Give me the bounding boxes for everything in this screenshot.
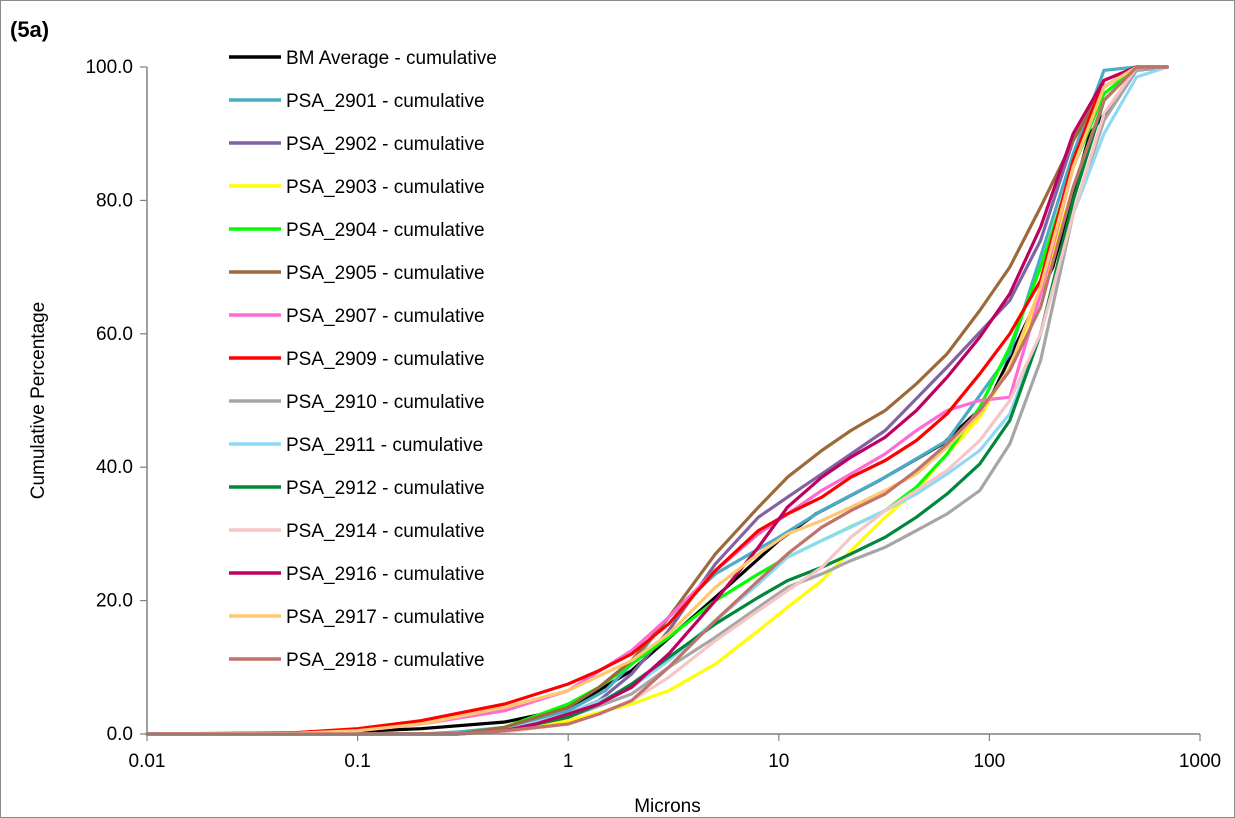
y-axis-title: Cumulative Percentage bbox=[28, 302, 49, 500]
legend-label-14: PSA_2918 - cumulative bbox=[286, 650, 485, 671]
axes-layer bbox=[146, 67, 1200, 735]
series-line-13 bbox=[145, 65, 1169, 736]
y-tick-label: 40.0 bbox=[96, 457, 133, 478]
panel-label: (5a) bbox=[10, 17, 49, 42]
legend-label-4: PSA_2904 - cumulative bbox=[286, 220, 485, 241]
x-tick-label: 10 bbox=[768, 751, 789, 772]
ticks-layer: 0.01 0.1 1 10 100 1000 0.0 20.0 40.0 60.0 80.0 100.… bbox=[85, 57, 1221, 772]
y-tick-label: 60.0 bbox=[96, 324, 133, 345]
series-line-12 bbox=[145, 65, 1169, 736]
legend-label-6: PSA_2907 - cumulative bbox=[286, 306, 485, 327]
y-tick-label: 80.0 bbox=[96, 190, 133, 211]
legend-label-13: PSA_2917 - cumulative bbox=[286, 607, 485, 628]
x-tick-label: 1 bbox=[563, 751, 574, 772]
series-line-5 bbox=[145, 65, 1169, 736]
x-tick-label: 0.1 bbox=[344, 751, 370, 772]
x-axis-title: Microns bbox=[634, 796, 701, 817]
y-tick-label: 0.0 bbox=[107, 724, 133, 745]
legend-label-8: PSA_2910 - cumulative bbox=[286, 392, 485, 413]
legend-label-2: PSA_2902 - cumulative bbox=[286, 134, 485, 155]
y-tick-label: 20.0 bbox=[96, 591, 133, 612]
legend: BM Average - cumulative PSA_2901 - cumula… bbox=[229, 48, 497, 671]
legend-label-7: PSA_2909 - cumulative bbox=[286, 349, 485, 370]
legend-label-9: PSA_2911 - cumulative bbox=[286, 435, 483, 456]
x-tick-label: 1000 bbox=[1179, 751, 1221, 772]
legend-label-1: PSA_2901 - cumulative bbox=[286, 91, 485, 112]
legend-label-3: PSA_2903 - cumulative bbox=[286, 177, 485, 198]
legend-label-5: PSA_2905 - cumulative bbox=[286, 263, 485, 284]
x-tick-label: 100 bbox=[974, 751, 1006, 772]
legend-label-0: BM Average - cumulative bbox=[286, 48, 497, 69]
legend-label-10: PSA_2912 - cumulative bbox=[286, 478, 485, 499]
series-line-14 bbox=[145, 65, 1169, 736]
series-line-7 bbox=[145, 65, 1169, 736]
y-tick-label: 100.0 bbox=[85, 57, 133, 78]
series-layer bbox=[145, 65, 1169, 736]
legend-label-12: PSA_2916 - cumulative bbox=[286, 564, 485, 585]
x-tick-label: 0.01 bbox=[129, 751, 166, 772]
legend-label-11: PSA_2914 - cumulative bbox=[286, 521, 485, 542]
